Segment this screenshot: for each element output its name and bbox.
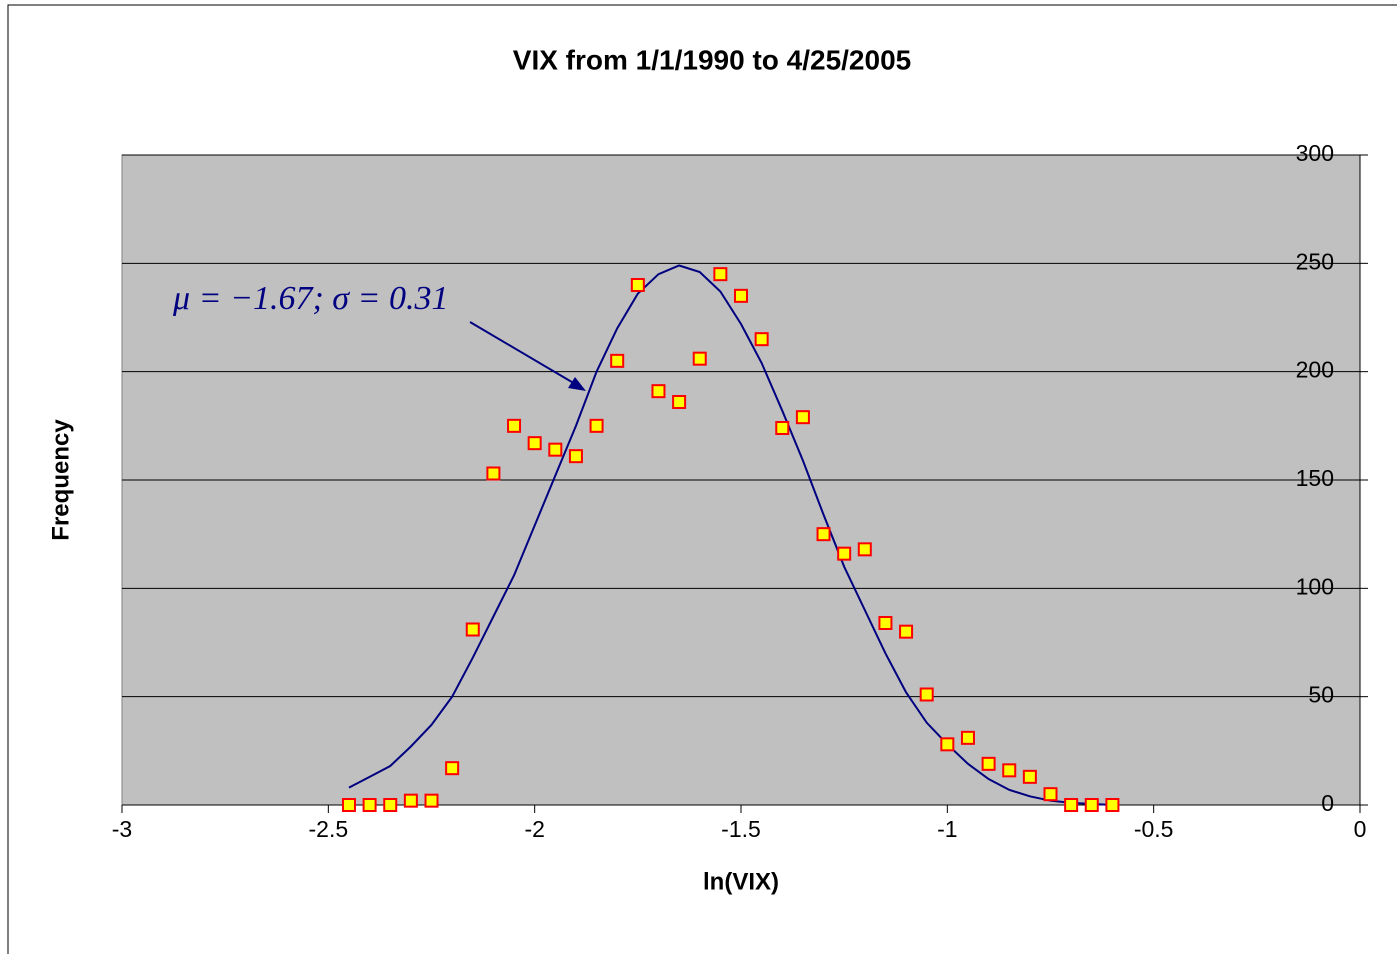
marker xyxy=(424,793,439,808)
y-tick-label: 300 xyxy=(1296,140,1334,166)
marker xyxy=(981,756,996,771)
marker xyxy=(816,527,831,542)
marker xyxy=(1064,798,1079,812)
marker xyxy=(1043,787,1058,802)
y-tick-label: 150 xyxy=(1296,465,1334,491)
marker xyxy=(837,546,852,561)
y-tick-label: 50 xyxy=(1308,682,1334,708)
marker xyxy=(1022,769,1037,784)
marker xyxy=(383,798,398,812)
x-tick-label: -2 xyxy=(524,816,544,842)
marker xyxy=(692,351,707,366)
marker xyxy=(960,730,975,745)
marker xyxy=(486,466,501,481)
marker xyxy=(775,421,790,435)
marker xyxy=(527,436,542,451)
y-tick-label: 250 xyxy=(1296,248,1334,274)
marker xyxy=(857,542,872,557)
chart-title: VIX from 1/1/1990 to 4/25/2005 xyxy=(513,44,911,75)
x-tick-label: -3 xyxy=(112,816,132,842)
marker xyxy=(1002,763,1017,778)
marker xyxy=(362,798,377,812)
marker xyxy=(754,332,769,347)
marker xyxy=(507,418,522,433)
marker xyxy=(919,687,934,702)
marker xyxy=(1105,798,1120,812)
marker xyxy=(795,410,810,425)
y-tick-label: 200 xyxy=(1296,357,1334,383)
marker xyxy=(1084,798,1099,812)
marker xyxy=(899,624,914,639)
marker xyxy=(734,288,748,303)
x-tick-label: -1.5 xyxy=(721,816,761,842)
marker xyxy=(568,449,583,464)
marker xyxy=(589,418,604,433)
annotation: μ = −1.67; σ = 0.31 xyxy=(172,280,449,317)
marker xyxy=(940,737,955,752)
fit-line xyxy=(348,264,1113,806)
marker xyxy=(878,616,893,630)
annotation-arrowhead xyxy=(568,377,586,391)
plot-area: 0 50 100 150 200 250 300 -3 -2.5 -2 -1.5 -1 -0.5 0 xyxy=(112,140,1368,842)
marker xyxy=(672,395,687,409)
y-tick-label: 100 xyxy=(1296,573,1334,599)
marker xyxy=(630,278,645,292)
x-tick-label: 0 xyxy=(1354,816,1367,842)
x-tick-label: -1 xyxy=(937,816,957,842)
y-axis-label: Frequency xyxy=(47,419,74,541)
marker xyxy=(548,442,563,457)
marker xyxy=(713,267,728,282)
marker xyxy=(445,761,460,776)
x-tick-label: -0.5 xyxy=(1134,816,1174,842)
marker xyxy=(403,793,418,808)
x-tick-label: -2.5 xyxy=(309,816,349,842)
marker xyxy=(341,798,356,812)
annotation-arrow xyxy=(469,321,583,389)
marker xyxy=(610,353,625,368)
marker xyxy=(651,384,666,399)
marker xyxy=(465,622,480,637)
y-tick-label: 0 xyxy=(1321,790,1334,816)
x-axis-label: ln(VIX) xyxy=(703,868,779,895)
